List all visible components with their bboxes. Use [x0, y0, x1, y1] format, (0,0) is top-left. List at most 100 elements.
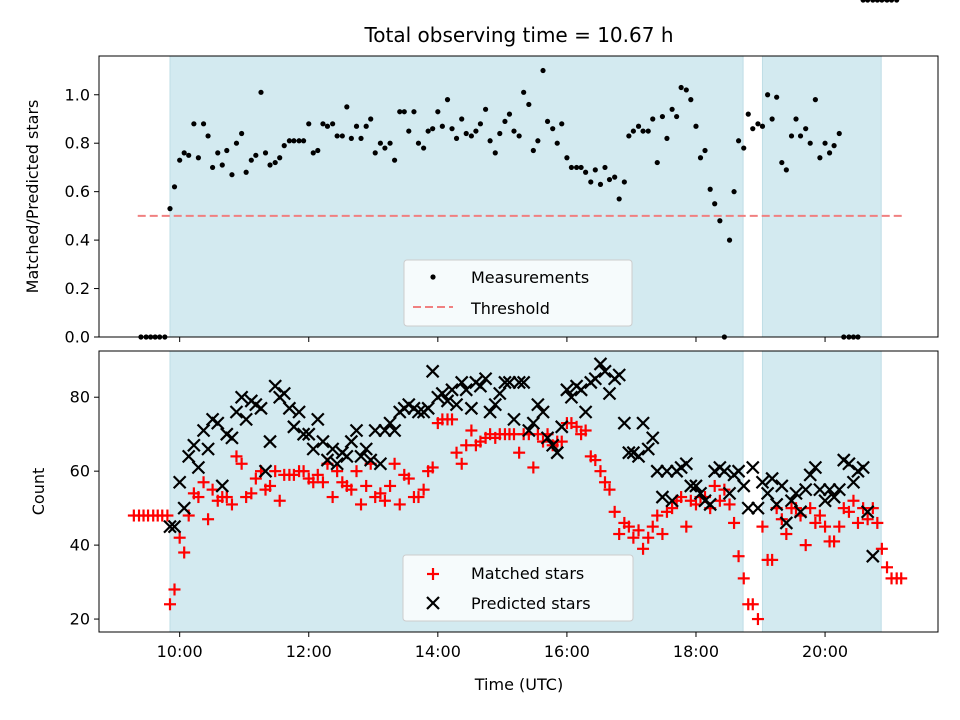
predicted-star-point: [545, 438, 560, 453]
measurement-point: [382, 145, 388, 151]
measurement-point: [444, 97, 451, 103]
matched-star-point: [594, 465, 607, 478]
y-tick-label: 1.0: [65, 85, 90, 104]
count-legend: Matched stars Predicted stars: [402, 554, 634, 622]
measurement-point: [167, 206, 173, 212]
measurement-point: [368, 116, 374, 122]
measurement-point: [559, 121, 565, 127]
matched-star-point: [642, 531, 655, 544]
measurement-point: [826, 150, 833, 156]
matched-star-point: [446, 413, 459, 426]
predicted-star-point: [507, 412, 521, 427]
predicted-star-point: [731, 464, 746, 478]
matched-star-point: [713, 494, 726, 507]
measurement-point: [812, 97, 818, 103]
predicted-star-point: [650, 464, 665, 478]
matched-star-point: [465, 424, 478, 437]
predicted-star-point: [717, 464, 732, 478]
predicted-star-point: [689, 479, 703, 493]
predicted-star-point: [383, 416, 397, 430]
measurement-point: [459, 116, 465, 122]
matched-star-point: [225, 498, 238, 511]
matched-star-point: [598, 476, 611, 489]
measurement-point: [186, 152, 192, 158]
measurement-point: [502, 118, 508, 125]
matched-star-point: [746, 598, 759, 611]
measurement-point: [788, 133, 795, 139]
predicted-star-point: [818, 493, 832, 508]
measurement-point: [693, 123, 699, 129]
predicted-star-point: [387, 423, 402, 438]
measurement-point: [731, 189, 737, 195]
measurement-point: [406, 128, 412, 134]
matched-star-point: [780, 528, 793, 541]
predicted-star-point: [411, 405, 426, 419]
measurement-point: [281, 143, 287, 149]
predicted-star-point: [167, 519, 182, 534]
measurement-point: [209, 164, 216, 171]
measurement-point: [497, 130, 503, 137]
measurement-point: [860, 0, 866, 3]
measurement-point: [592, 167, 598, 173]
measurement-point: [348, 135, 354, 141]
matched-star-point: [388, 457, 401, 470]
predicted-star-point: [191, 460, 206, 475]
measurement-point: [635, 123, 642, 129]
predicted-star-point: [349, 423, 364, 438]
measurement-point: [674, 113, 680, 120]
predicted-star-point: [354, 449, 368, 464]
measurement-point: [831, 143, 837, 149]
measurement-point: [239, 130, 245, 137]
predicted-star-point: [296, 427, 311, 441]
matched-star-point: [723, 498, 736, 511]
measurement-point: [191, 121, 197, 127]
ratio-panel: 0.0 0.2 0.4 0.6 0.8 1.0 Matched/Predicted sta…: [23, 0, 939, 347]
predicted-star-point: [860, 505, 875, 519]
measurement-point: [200, 121, 207, 127]
predicted-star-point: [803, 468, 817, 482]
observing-window: [761, 55, 882, 338]
predicted-star-point: [617, 416, 632, 430]
predicted-star-point: [229, 405, 244, 419]
predicted-star-point: [488, 397, 503, 412]
matched-star-point: [766, 553, 779, 566]
x-tick-label: 16:00: [544, 642, 590, 661]
predicted-star-point: [163, 519, 177, 534]
measurement-point: [554, 140, 560, 146]
predicted-star-point: [736, 479, 751, 493]
measurement-point: [415, 140, 422, 146]
measurement-point: [822, 140, 828, 146]
legend-measurements-label: Measurements: [471, 268, 589, 287]
predicted-star-point: [578, 405, 593, 419]
measurement-point: [272, 159, 278, 166]
predicted-star-point: [363, 453, 378, 467]
predicted-star-point: [827, 490, 841, 504]
predicted-star-point: [421, 401, 435, 416]
measurement-point: [482, 106, 489, 112]
matched-star-point: [656, 528, 669, 541]
matched-star-point: [737, 572, 750, 585]
measurement-point: [463, 130, 469, 137]
predicted-star-point: [793, 505, 808, 519]
measurement-point: [688, 97, 694, 103]
matched-star-point: [799, 539, 812, 552]
measurement-point: [578, 164, 584, 171]
measurement-point: [654, 159, 660, 166]
matched-star-point: [374, 487, 387, 500]
matched-star-point: [249, 472, 262, 485]
predicted-star-point: [425, 364, 440, 379]
legend-measurements-marker: [430, 274, 436, 280]
matched-star-point: [378, 494, 391, 507]
measurement-point: [315, 147, 321, 154]
predicted-star-point: [798, 482, 813, 497]
matched-star-point: [202, 513, 215, 526]
matched-star-point: [527, 461, 540, 474]
predicted-star-point: [378, 423, 392, 438]
predicted-star-point: [842, 456, 856, 471]
predicted-star-point: [254, 401, 268, 416]
measurement-point: [215, 150, 221, 156]
matched-star-point: [842, 505, 855, 518]
predicted-star-point: [215, 479, 230, 493]
measurement-point: [659, 113, 666, 120]
measurement-point: [300, 138, 307, 144]
